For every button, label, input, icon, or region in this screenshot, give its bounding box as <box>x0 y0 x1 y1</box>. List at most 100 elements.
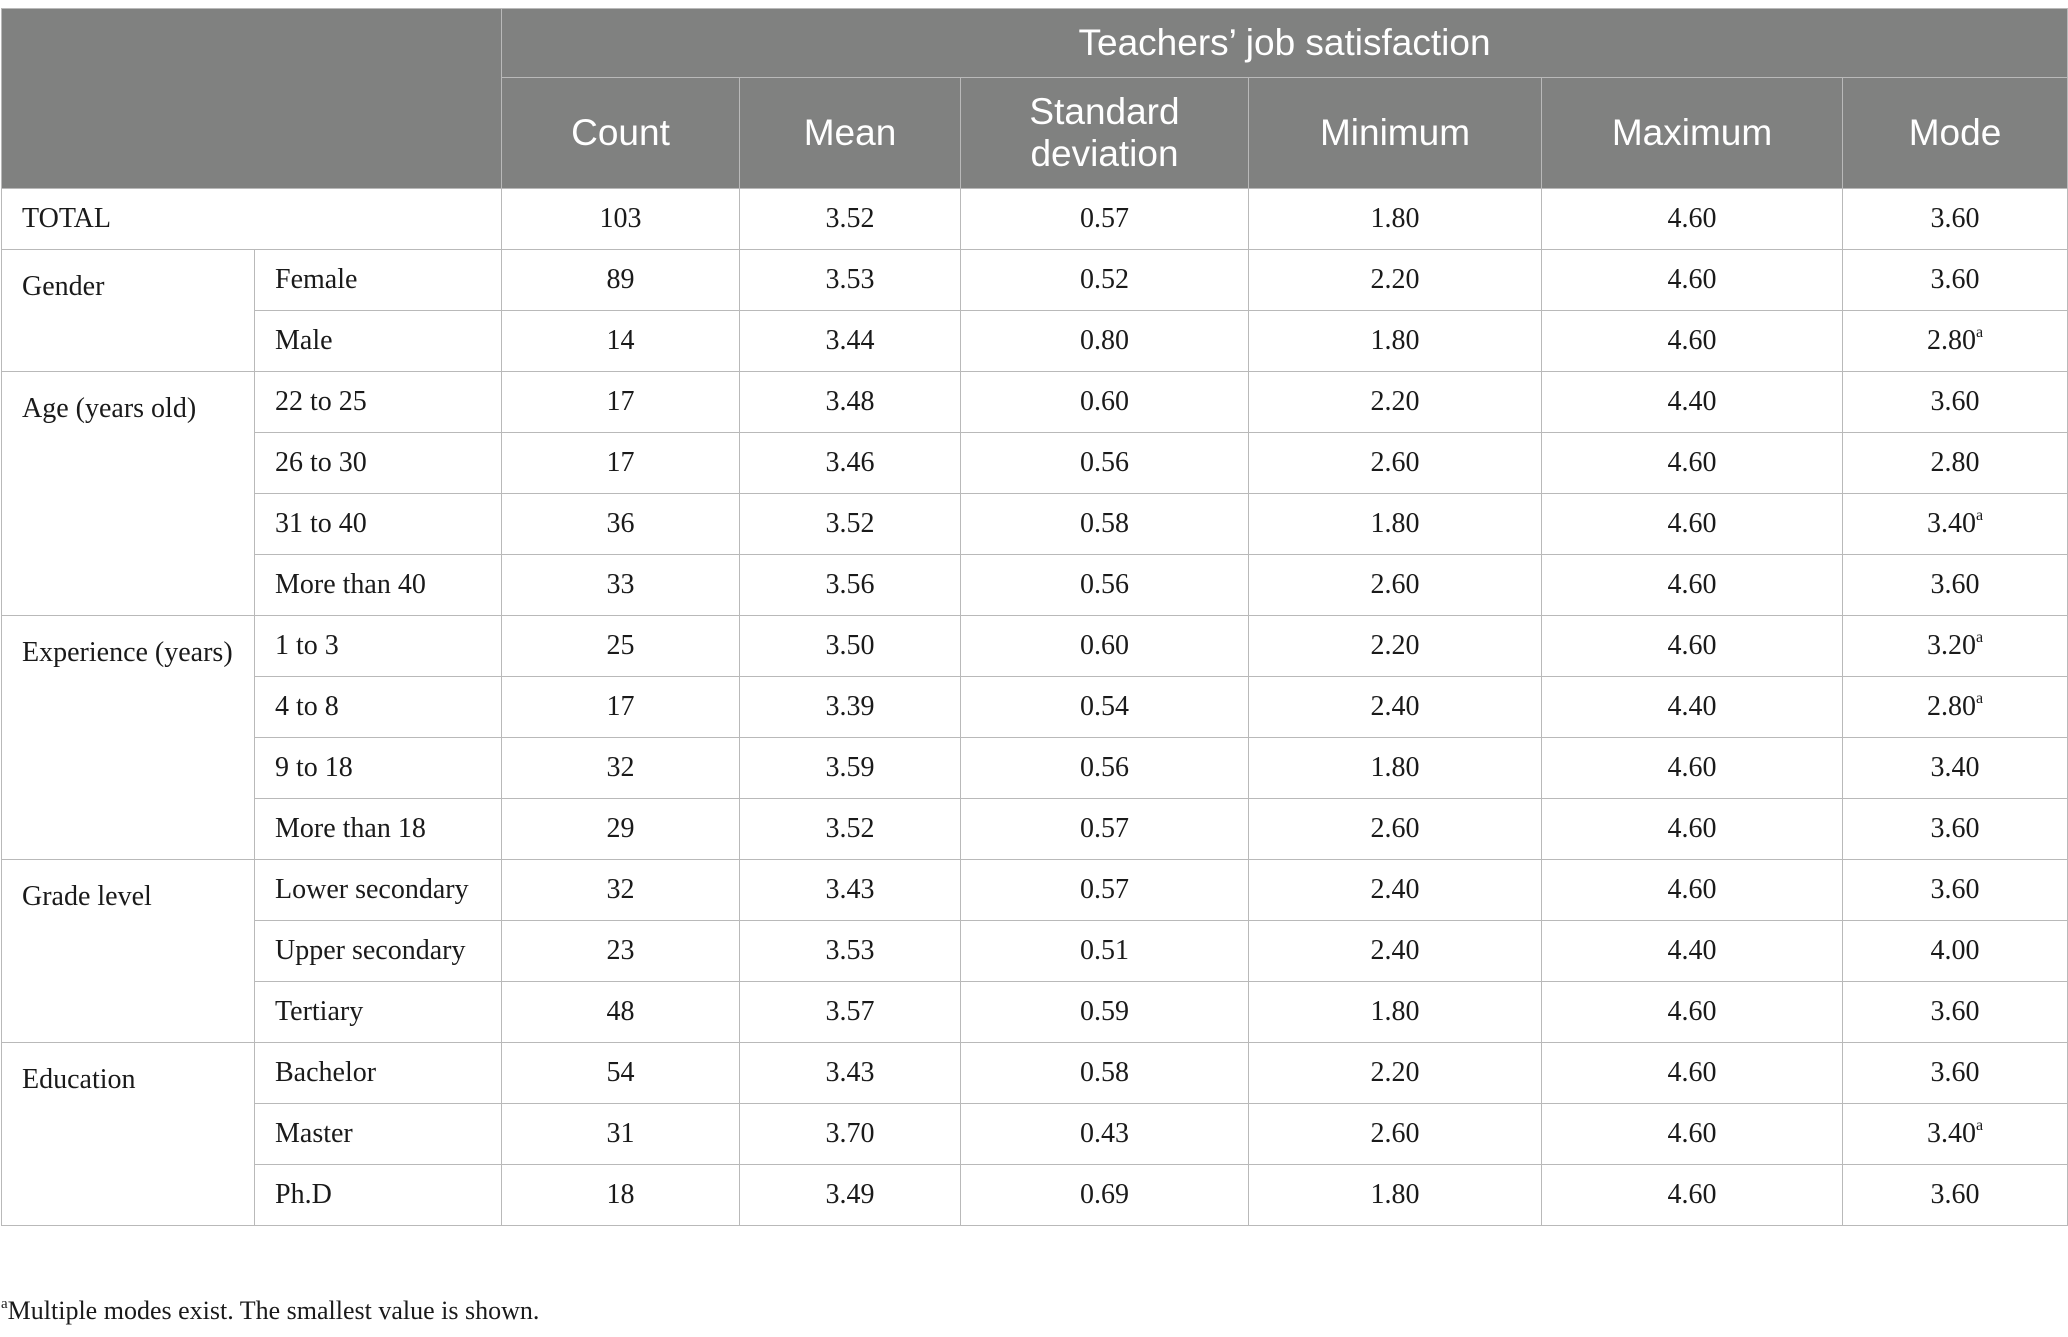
cell-count: 36 <box>501 493 740 555</box>
cell-minimum: 2.20 <box>1248 371 1542 433</box>
table-header: Teachers’ job satisfaction Count Mean St… <box>1 8 2068 189</box>
cell-mean: 3.53 <box>739 249 961 311</box>
mode-footnote-marker: a <box>1975 324 1984 341</box>
cell-mean: 3.49 <box>739 1164 961 1226</box>
cell-mode-value: 3.60 <box>1930 569 1980 600</box>
mode-footnote-marker: a <box>1975 1117 1984 1134</box>
cell-minimum: 2.60 <box>1248 1103 1542 1165</box>
cell-standard-deviation: 0.43 <box>960 1103 1249 1165</box>
cell-count: 18 <box>501 1164 740 1226</box>
cell-standard-deviation: 0.56 <box>960 554 1249 616</box>
row-label: More than 18 <box>254 798 502 860</box>
cell-mean: 3.52 <box>739 188 961 250</box>
cell-mean: 3.48 <box>739 371 961 433</box>
table-footnote: aMultiple modes exist. The smallest valu… <box>1 1296 539 1326</box>
cell-maximum: 4.60 <box>1541 310 1843 372</box>
cell-standard-deviation: 0.57 <box>960 798 1249 860</box>
cell-standard-deviation: 0.80 <box>960 310 1249 372</box>
table-row: Male 14 3.44 0.80 1.80 4.60 2.80a <box>2 310 2068 372</box>
cell-mode: 3.60 <box>1841 981 2068 1043</box>
cell-mode-value: 2.80 <box>1926 325 1976 356</box>
table-row: 9 to 18 32 3.59 0.56 1.80 4.60 3.40 <box>2 737 2068 799</box>
group-label: Gender <box>1 249 255 372</box>
cell-mode: 3.60 <box>1841 798 2068 860</box>
cell-standard-deviation: 0.60 <box>960 371 1249 433</box>
cell-mode: 3.60 <box>1841 554 2068 616</box>
cell-count: 48 <box>501 981 740 1043</box>
cell-mean: 3.50 <box>739 615 961 677</box>
group-label: Age (years old) <box>1 371 255 616</box>
cell-minimum: 2.20 <box>1248 249 1542 311</box>
cell-maximum: 4.40 <box>1541 920 1843 982</box>
cell-maximum: 4.60 <box>1541 188 1843 250</box>
column-header-mode: Mode <box>1841 77 2068 189</box>
column-header-maximum: Maximum <box>1541 77 1843 189</box>
cell-mean: 3.53 <box>739 920 961 982</box>
cell-minimum: 2.20 <box>1248 615 1542 677</box>
table-row: 31 to 40 36 3.52 0.58 1.80 4.60 3.40a <box>2 493 2068 555</box>
cell-minimum: 2.40 <box>1248 920 1542 982</box>
cell-minimum: 2.60 <box>1248 432 1542 494</box>
row-label: Master <box>254 1103 502 1165</box>
mode-footnote-marker: a <box>1975 690 1984 707</box>
cell-maximum: 4.60 <box>1541 249 1843 311</box>
footnote-marker: a <box>1 1296 8 1312</box>
cell-standard-deviation: 0.52 <box>960 249 1249 311</box>
cell-mode-value: 2.80 <box>1930 447 1980 478</box>
cell-standard-deviation: 0.58 <box>960 1042 1249 1104</box>
cell-count: 17 <box>501 371 740 433</box>
cell-minimum: 1.80 <box>1248 310 1542 372</box>
row-label: More than 40 <box>254 554 502 616</box>
table-row: Grade level Lower secondary 32 3.43 0.57 2.40… <box>1 859 2068 1043</box>
cell-mean: 3.46 <box>739 432 961 494</box>
statistics-table: Teachers’ job satisfaction Count Mean St… <box>1 8 2068 1226</box>
cell-mode: 3.60 <box>1841 371 2068 433</box>
cell-count: 23 <box>501 920 740 982</box>
cell-mode: 3.60 <box>1841 188 2068 250</box>
cell-maximum: 4.60 <box>1541 554 1843 616</box>
mode-footnote-marker: a <box>1975 629 1984 646</box>
cell-mode-value: 3.60 <box>1930 874 1980 905</box>
cell-maximum: 4.60 <box>1541 981 1843 1043</box>
table-row: More than 18 29 3.52 0.57 2.60 4.60 3.60 <box>2 798 2068 860</box>
column-header-minimum: Minimum <box>1248 77 1542 189</box>
row-label: 4 to 8 <box>254 676 502 738</box>
cell-mode-value: 2.80 <box>1926 691 1976 722</box>
cell-standard-deviation: 0.57 <box>960 859 1249 921</box>
cell-count: 32 <box>501 859 740 921</box>
cell-mode: 3.60 <box>1841 1164 2068 1226</box>
cell-mode: 3.60 <box>1841 1042 2068 1104</box>
cell-count: 33 <box>501 554 740 616</box>
cell-mean: 3.56 <box>739 554 961 616</box>
table-row: Experience (years) 1 to 3 25 3.50 0.60 2.20 4.… <box>1 615 2068 860</box>
column-header-standard-deviation: Standard deviation <box>960 77 1249 189</box>
cell-mode: 2.80 <box>1841 432 2068 494</box>
cell-maximum: 4.60 <box>1541 737 1843 799</box>
row-label: 31 to 40 <box>254 493 502 555</box>
column-header-count: Count <box>501 77 740 189</box>
cell-standard-deviation: 0.58 <box>960 493 1249 555</box>
cell-standard-deviation: 0.59 <box>960 981 1249 1043</box>
cell-minimum: 1.80 <box>1248 493 1542 555</box>
table-row: 26 to 30 17 3.46 0.56 2.60 4.60 2.80 <box>2 432 2068 494</box>
table-row: 4 to 8 17 3.39 0.54 2.40 4.40 2.80a <box>2 676 2068 738</box>
cell-minimum: 2.60 <box>1248 554 1542 616</box>
cell-mode: 3.20a <box>1841 615 2068 677</box>
cell-standard-deviation: 0.69 <box>960 1164 1249 1226</box>
cell-maximum: 4.60 <box>1541 859 1843 921</box>
cell-maximum: 4.60 <box>1541 1164 1843 1226</box>
cell-minimum: 2.40 <box>1248 859 1542 921</box>
cell-minimum: 1.80 <box>1248 188 1542 250</box>
cell-standard-deviation: 0.56 <box>960 432 1249 494</box>
table-row: Upper secondary 23 3.53 0.51 2.40 4.40 4.00 <box>2 920 2068 982</box>
row-label: 9 to 18 <box>254 737 502 799</box>
cell-mode-value: 3.40 <box>1926 1118 1976 1149</box>
cell-mean: 3.59 <box>739 737 961 799</box>
cell-standard-deviation: 0.54 <box>960 676 1249 738</box>
cell-mode-value: 3.60 <box>1930 1057 1980 1088</box>
column-header-mean: Mean <box>739 77 961 189</box>
cell-maximum: 4.60 <box>1541 1103 1843 1165</box>
cell-count: 17 <box>501 432 740 494</box>
cell-mode: 3.40a <box>1841 1103 2068 1165</box>
